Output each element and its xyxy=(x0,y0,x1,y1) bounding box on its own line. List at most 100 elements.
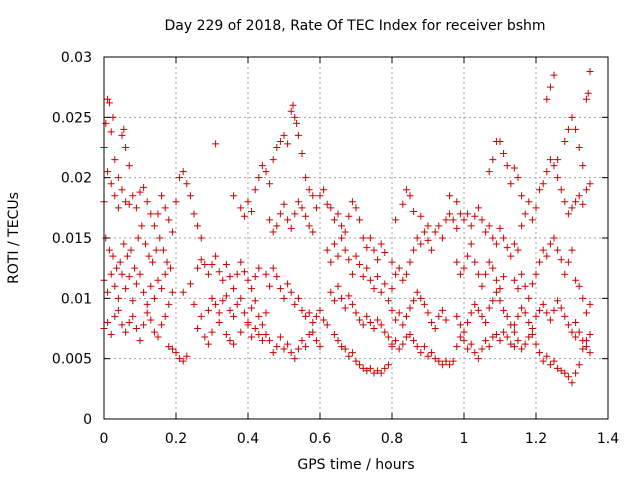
data-point xyxy=(557,256,565,264)
data-point xyxy=(134,234,142,242)
data-point xyxy=(377,369,385,377)
data-point xyxy=(539,300,547,308)
data-point xyxy=(194,264,202,272)
data-point xyxy=(507,180,515,188)
data-point xyxy=(287,288,295,296)
x-axis-tick-labels: 0 0.2 0.4 0.6 0.8 1 1.2 1.4 xyxy=(100,431,620,447)
data-point xyxy=(514,337,522,345)
data-point xyxy=(377,288,385,296)
data-point xyxy=(485,222,493,230)
data-point xyxy=(460,216,468,224)
data-point xyxy=(536,186,544,194)
data-point xyxy=(366,276,374,284)
data-point xyxy=(280,345,288,353)
data-point xyxy=(582,95,590,103)
data-point xyxy=(528,331,536,339)
data-point xyxy=(485,343,493,351)
data-point xyxy=(381,328,389,336)
data-point xyxy=(456,333,464,341)
data-point xyxy=(460,337,468,345)
data-point xyxy=(240,212,248,220)
data-point xyxy=(564,210,572,218)
data-point xyxy=(464,318,472,326)
data-point xyxy=(496,137,504,145)
data-point xyxy=(226,306,234,314)
data-point xyxy=(255,312,263,320)
data-point xyxy=(464,345,472,353)
data-point xyxy=(276,137,284,145)
data-point xyxy=(579,200,587,208)
data-point xyxy=(417,294,425,302)
data-point xyxy=(384,361,392,369)
data-point xyxy=(107,331,115,339)
data-point xyxy=(402,186,410,194)
data-point xyxy=(233,270,241,278)
data-point xyxy=(111,192,119,200)
data-point xyxy=(554,297,562,305)
data-point xyxy=(366,318,374,326)
data-point xyxy=(431,355,439,363)
data-point xyxy=(449,216,457,224)
data-point xyxy=(410,246,418,254)
data-point xyxy=(514,285,522,293)
data-point xyxy=(532,312,540,320)
data-point xyxy=(410,297,418,305)
data-point xyxy=(266,282,274,290)
data-point xyxy=(284,140,292,148)
data-point xyxy=(420,300,428,308)
data-point xyxy=(345,352,353,360)
data-point xyxy=(395,309,403,317)
data-point xyxy=(219,297,227,305)
data-point xyxy=(543,352,551,360)
data-point xyxy=(352,252,360,260)
data-point xyxy=(338,343,346,351)
data-point xyxy=(496,297,504,305)
data-point xyxy=(158,321,166,329)
data-point xyxy=(582,309,590,317)
data-point xyxy=(161,312,169,320)
data-point xyxy=(327,288,335,296)
data-point xyxy=(564,321,572,329)
data-point xyxy=(147,282,155,290)
data-point xyxy=(251,297,259,305)
data-point xyxy=(334,252,342,260)
data-point xyxy=(561,312,569,320)
data-point xyxy=(163,258,171,266)
data-point xyxy=(377,321,385,329)
data-point xyxy=(179,288,187,296)
data-point xyxy=(500,150,508,158)
data-point xyxy=(118,270,126,278)
data-point xyxy=(190,210,198,218)
data-point xyxy=(172,198,180,206)
data-point xyxy=(539,180,547,188)
data-point xyxy=(568,204,576,212)
data-point xyxy=(374,316,382,324)
data-point xyxy=(298,150,306,158)
data-point xyxy=(208,328,216,336)
data-point xyxy=(122,144,130,151)
data-point xyxy=(474,270,482,278)
data-point xyxy=(518,304,526,312)
data-point xyxy=(104,168,112,176)
data-point xyxy=(410,337,418,345)
data-point xyxy=(320,316,328,324)
grid-lines xyxy=(104,57,608,419)
data-point xyxy=(525,198,533,206)
data-point xyxy=(291,113,299,121)
data-point xyxy=(262,331,270,339)
data-point xyxy=(521,340,529,348)
data-point xyxy=(446,210,454,218)
data-point xyxy=(150,328,158,336)
data-point xyxy=(107,128,115,136)
data-point xyxy=(363,244,371,252)
data-point xyxy=(131,264,139,272)
data-point xyxy=(510,328,518,336)
data-point xyxy=(273,144,281,151)
data-point xyxy=(266,216,274,224)
data-point xyxy=(294,131,302,139)
data-point xyxy=(323,321,331,329)
data-point xyxy=(273,343,281,351)
data-point xyxy=(406,331,414,339)
data-point xyxy=(417,212,425,220)
